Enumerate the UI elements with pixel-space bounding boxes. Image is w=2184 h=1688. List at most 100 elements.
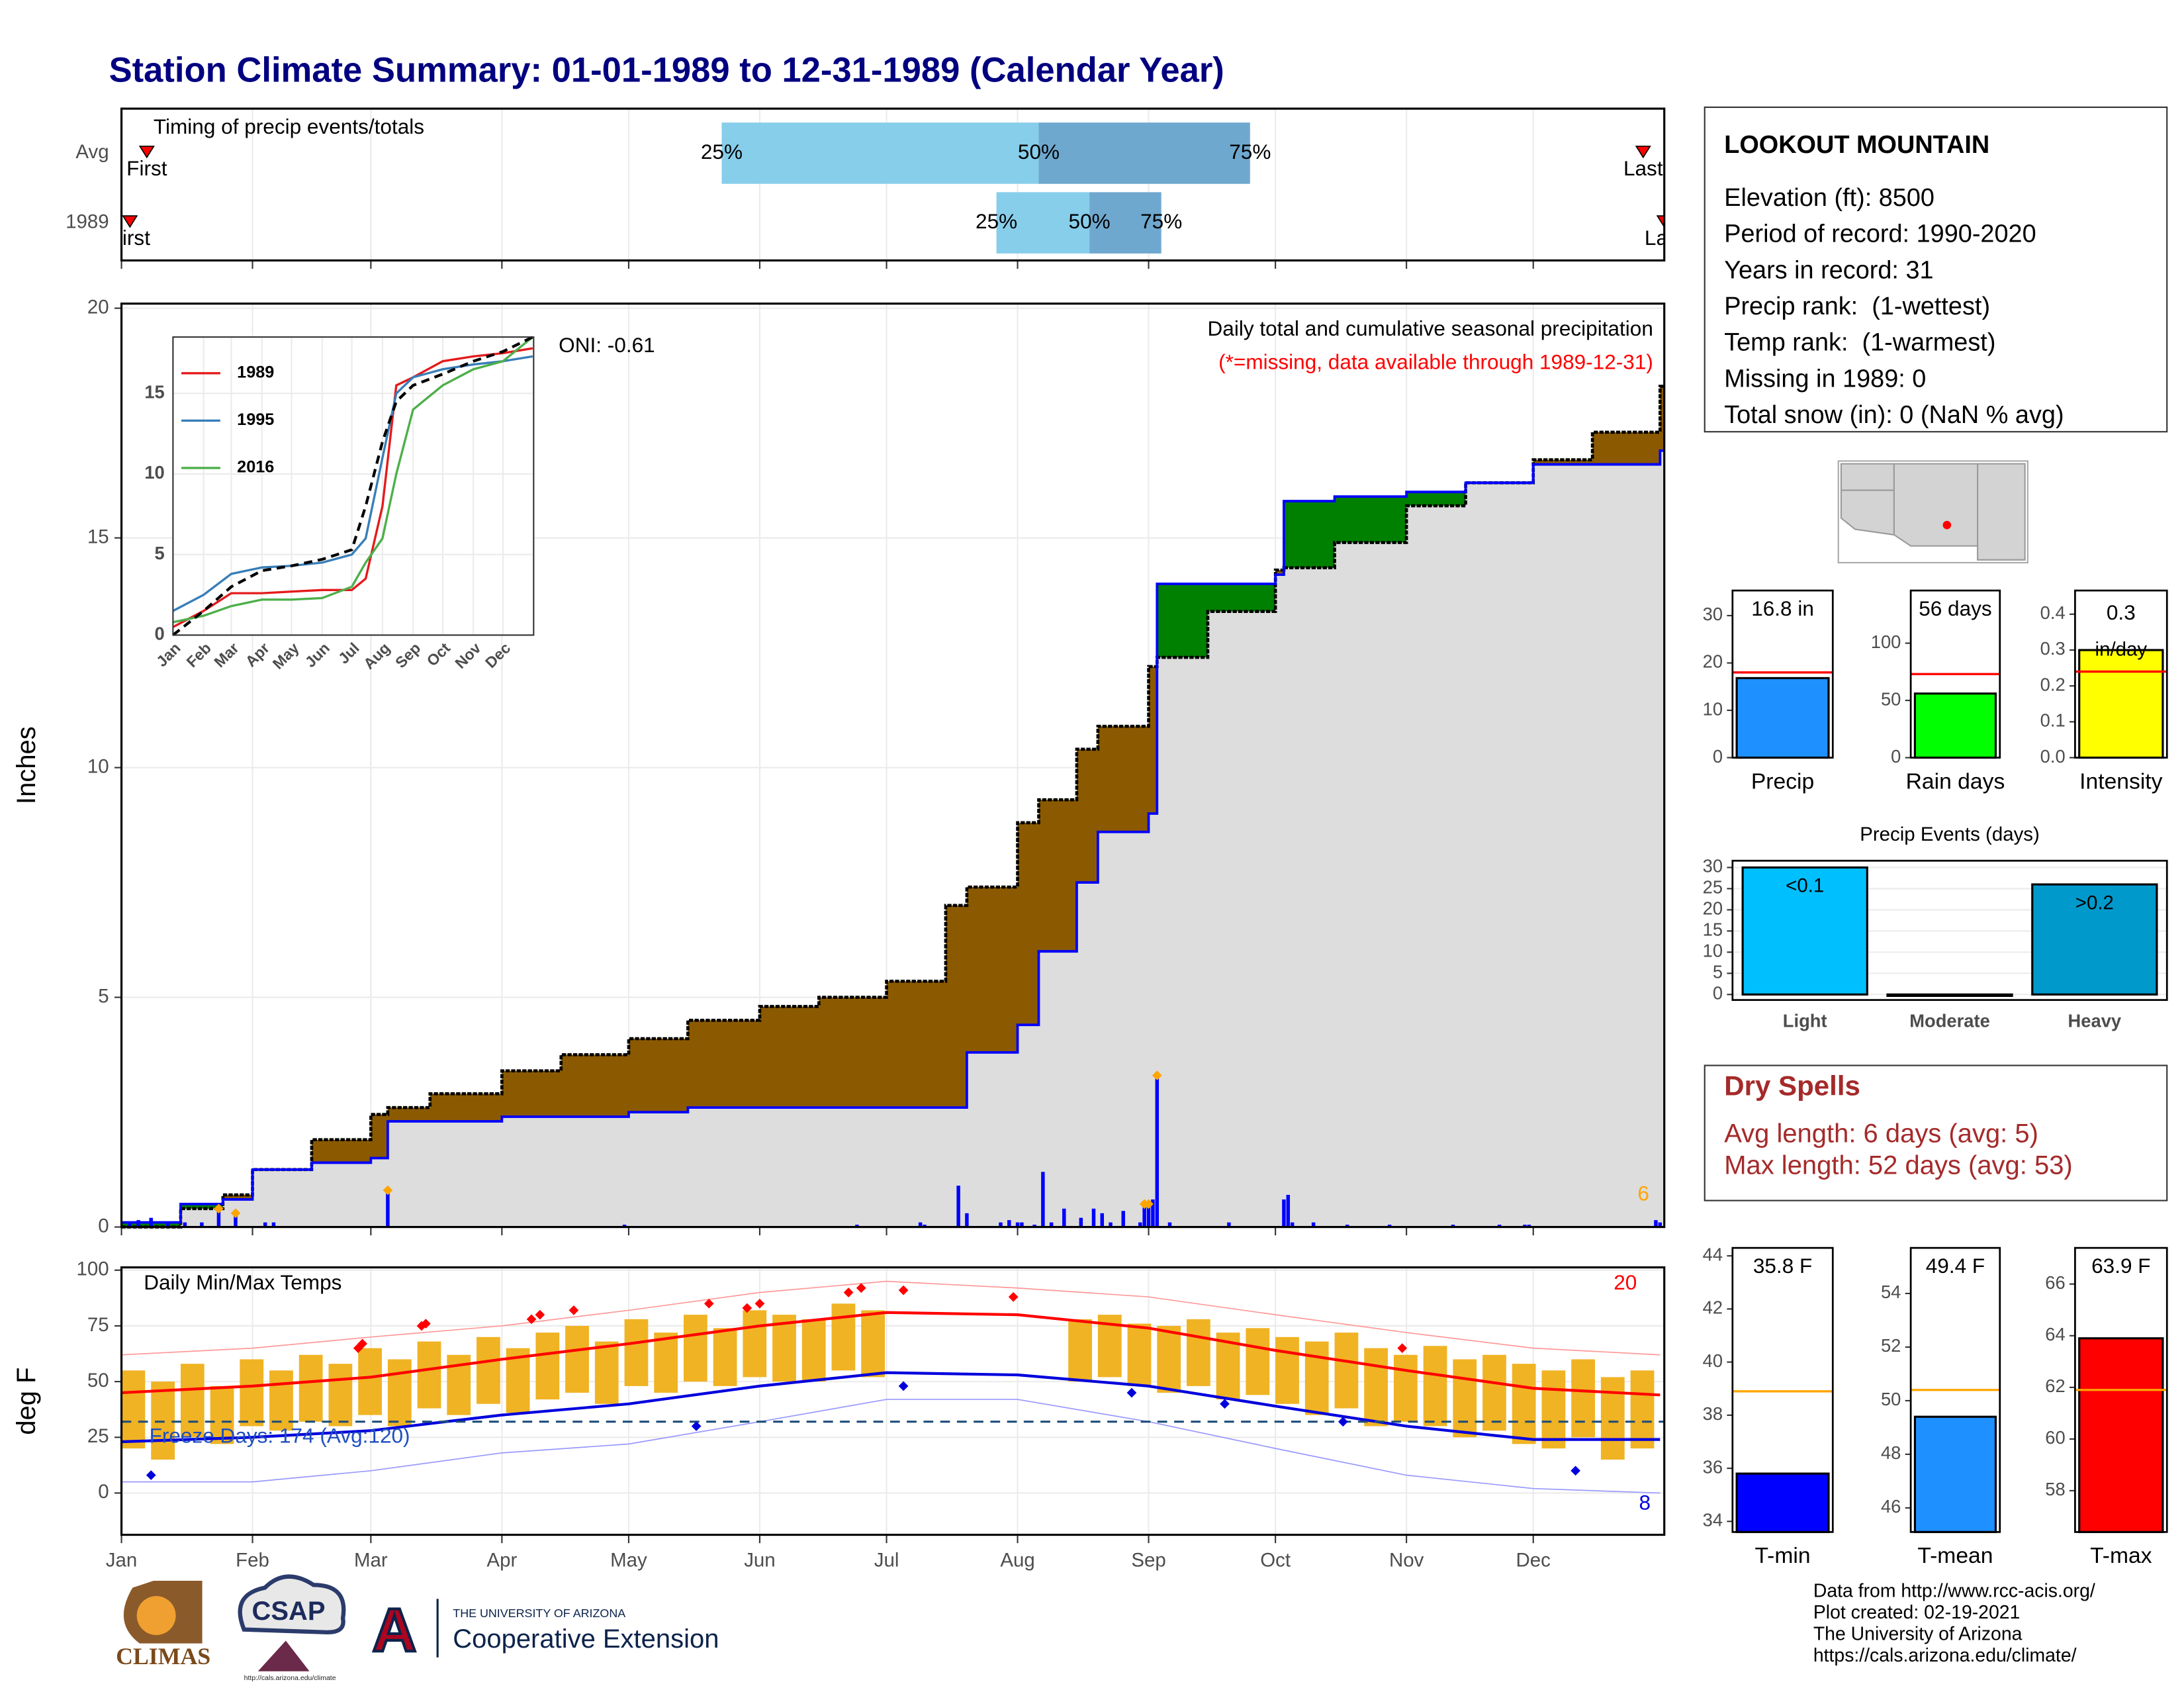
- cumulative-line: [121, 449, 1664, 1224]
- legend-label: 2016: [237, 458, 274, 477]
- daily-bar: [1497, 1225, 1502, 1227]
- record-marker: [1126, 1387, 1137, 1398]
- record-marker: [742, 1303, 752, 1313]
- timing-marker-label: First: [126, 156, 167, 180]
- y-tick-label: 0: [155, 624, 165, 644]
- timing-marker: [122, 215, 138, 228]
- y-tick-label: 60: [2045, 1427, 2065, 1448]
- unit-label: in/day: [2095, 638, 2148, 660]
- station-line: Temp rank: (1-warmest): [1724, 329, 1995, 357]
- daily-range-bar: [1127, 1323, 1152, 1386]
- series-line: [172, 336, 533, 637]
- station-line: Elevation (ft): 8500: [1724, 184, 1934, 212]
- y-tick-label: 75: [87, 1314, 109, 1336]
- daily-bar: [1155, 1075, 1160, 1227]
- daily-bar: [386, 1190, 390, 1227]
- x-tick-label: Mar: [354, 1549, 388, 1571]
- daily-bar: [1032, 1225, 1036, 1227]
- y-tick-label: 5: [98, 985, 109, 1007]
- daily-range-bar: [151, 1382, 175, 1460]
- x-tick-label: Light: [1783, 1011, 1827, 1031]
- y-tick-label: 30: [1703, 604, 1723, 624]
- dry-spell-line: Max length: 52 days (avg: 53): [1724, 1151, 2073, 1180]
- daily-bar: [1451, 1225, 1455, 1227]
- record-low-count: 8: [1639, 1491, 1651, 1515]
- x-tick-label: T-max: [2090, 1544, 2152, 1568]
- x-tick-label: Jul: [874, 1549, 899, 1571]
- daily-range-bar: [358, 1348, 382, 1415]
- quartile-bar: [1038, 122, 1250, 184]
- panel-title: Daily Min/Max Temps: [144, 1270, 341, 1294]
- y-tick-label: 0.1: [2040, 710, 2066, 731]
- record-marker: [704, 1298, 714, 1309]
- legend-label: 1989: [237, 363, 274, 382]
- daily-range-bar: [1304, 1341, 1329, 1415]
- record-marker: [1008, 1291, 1019, 1302]
- daily-range-bar: [269, 1370, 293, 1431]
- daily-range-bar: [1423, 1346, 1447, 1427]
- threshold-label: <0.1: [1786, 875, 1824, 897]
- station-line: Precip rank: (1-wettest): [1724, 293, 1990, 320]
- daily-bar: [1227, 1222, 1231, 1227]
- normal-line: [121, 1311, 1661, 1397]
- x-tick-label: Jun: [744, 1549, 775, 1571]
- y-axis-label: deg F: [12, 1367, 41, 1434]
- value-label: 16.8 in: [1751, 596, 1814, 620]
- y-tick-label: 25: [87, 1425, 109, 1447]
- y-tick-label: 5: [1713, 962, 1723, 982]
- daily-bar: [271, 1222, 276, 1227]
- x-tick-label: Rain days: [1906, 769, 2005, 794]
- x-tick-label: Intensity: [2079, 769, 2163, 794]
- daily-bar: [1007, 1220, 1011, 1227]
- timing-marker: [138, 146, 155, 159]
- y-tick-label: 20: [1703, 898, 1723, 919]
- record-high-count: 20: [1614, 1270, 1637, 1294]
- daily-range-bar: [1334, 1333, 1359, 1409]
- daily-bar: [1062, 1208, 1066, 1227]
- timing-marker: [1635, 146, 1651, 159]
- quartile-label: 25%: [701, 140, 743, 164]
- daily-range-bar: [743, 1310, 767, 1378]
- bar-panel-border: [1731, 1246, 1834, 1533]
- record-marker: [421, 1319, 431, 1329]
- daily-bar: [1286, 1195, 1291, 1227]
- x-tick-label: May: [610, 1549, 647, 1571]
- daily-bar: [1015, 1222, 1020, 1227]
- y-tick-label: 0: [98, 1481, 109, 1503]
- y-tick-label: 52: [1881, 1335, 1901, 1356]
- y-tick-label: 50: [1881, 1389, 1901, 1409]
- daily-bar: [1282, 1199, 1286, 1227]
- y-tick-label: 30: [1703, 856, 1723, 876]
- daily-range-bar: [1157, 1325, 1181, 1393]
- dry-spell-line: Avg length: 6 days (avg: 5): [1724, 1119, 2038, 1148]
- threshold-label: >0.2: [2075, 892, 2114, 914]
- daily-bar: [956, 1186, 960, 1227]
- daily-range-bar: [1630, 1370, 1655, 1449]
- daily-bar: [1146, 1203, 1151, 1227]
- y-tick-label: 100: [76, 1258, 109, 1280]
- daily-range-bar: [565, 1325, 589, 1393]
- station-box: [1704, 106, 2168, 433]
- timing-marker-label: First: [110, 226, 151, 250]
- daily-range-bar: [240, 1359, 264, 1427]
- daily-range-bar: [1541, 1370, 1566, 1449]
- panel-title: Timing of precip events/totals: [154, 115, 424, 138]
- bar: [2078, 649, 2164, 759]
- daily-bar: [923, 1225, 927, 1227]
- extreme-marker: [1144, 1199, 1154, 1209]
- footer-line: The University of Arizona: [1813, 1624, 2023, 1645]
- x-tick-label: Oct: [1260, 1549, 1291, 1571]
- y-tick-label: 40: [1703, 1350, 1723, 1371]
- series-line: [173, 336, 533, 624]
- y-tick-label: 0.2: [2040, 674, 2066, 694]
- panel-border: [120, 107, 1666, 262]
- daily-bar: [1387, 1225, 1392, 1227]
- locator-map: [1837, 460, 2028, 564]
- station-lines: Elevation (ft): 8500 Period of record: 19…: [1724, 184, 2064, 429]
- x-tick-label: T-mean: [1917, 1544, 1993, 1568]
- record-line: [121, 1280, 1661, 1356]
- daily-range-bar: [831, 1303, 856, 1371]
- daily-bar: [166, 1222, 170, 1227]
- daily-bar: [1100, 1213, 1105, 1227]
- x-tick-label: Aug: [1000, 1549, 1034, 1571]
